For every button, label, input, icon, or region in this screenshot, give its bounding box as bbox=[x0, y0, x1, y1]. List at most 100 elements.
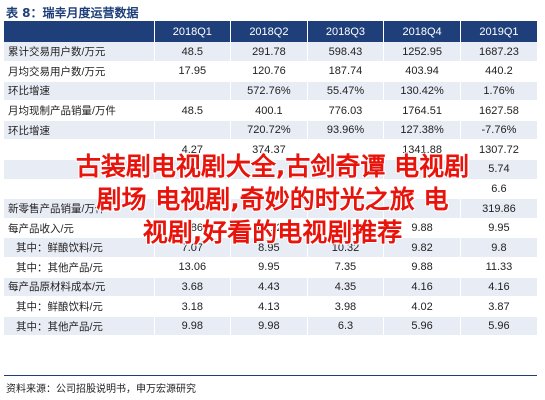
table-row: 其中：鲜酿饮料/元 7.07 8.95 10.32 9.82 9.8 bbox=[4, 237, 537, 259]
table-cell: 6.3 bbox=[306, 316, 384, 337]
table-cell: 291.78 bbox=[230, 42, 308, 63]
table-cell bbox=[153, 159, 231, 180]
table-cell: 9.98 bbox=[153, 316, 231, 337]
table-cell: 440.2 bbox=[459, 61, 537, 82]
table-row: 每产品收入/元 8.86 10.12 9.9 9.88 9.95 bbox=[4, 218, 537, 239]
table-bottom-rule bbox=[4, 375, 537, 376]
row-label: 每产品收入/元 bbox=[4, 218, 154, 239]
table-cell: 5.96 bbox=[383, 316, 461, 337]
table-row: 6.6 bbox=[4, 179, 537, 200]
table-row: 环比增速 572.76% 55.47% 130.42% 1.76% bbox=[4, 81, 537, 102]
table-row: 其中：其他产品/元 9.98 9.98 6.3 5.96 5.96 bbox=[4, 316, 537, 337]
table-row: 新零售产品销量/万件 319.86 bbox=[4, 198, 537, 219]
table-cell bbox=[383, 179, 461, 200]
row-label: 其中：鲜酿饮料/元 bbox=[4, 237, 154, 259]
table-cell: 127.38% bbox=[383, 120, 461, 141]
row-label: 其中：其他产品/元 bbox=[4, 257, 154, 278]
table-cell: 4.16 bbox=[459, 277, 537, 298]
row-label bbox=[4, 159, 154, 180]
table-cell: 319.86 bbox=[459, 198, 537, 219]
table-row: 月均交易用户数/万元 17.95 120.76 187.74 403.94 440.2 bbox=[4, 61, 537, 82]
row-label: 其中：鲜酿饮料/元 bbox=[4, 296, 154, 317]
table-cell: 130.42% bbox=[383, 81, 461, 102]
table-cell bbox=[306, 198, 384, 219]
column-header: 2018Q3 bbox=[306, 21, 384, 42]
table-cell: 4.27 bbox=[153, 139, 231, 161]
operations-table: 2018Q1 2018Q2 2018Q3 2018Q4 2019Q1 累计交易用… bbox=[4, 21, 537, 337]
table-cell: 776.03 bbox=[306, 100, 384, 121]
column-header: 2018Q4 bbox=[383, 21, 461, 42]
table-cell bbox=[153, 81, 231, 102]
table-cell: 55.47% bbox=[306, 81, 384, 102]
table-cell: 48.5 bbox=[153, 100, 231, 121]
table-cell: 1341.88 bbox=[383, 139, 461, 161]
table-cell: 120.76 bbox=[230, 61, 308, 82]
row-label bbox=[4, 179, 154, 200]
table-cell: 1252.95 bbox=[383, 42, 461, 63]
table-cell: 374.37 bbox=[230, 139, 308, 161]
table-cell: 1627.58 bbox=[459, 100, 537, 121]
table-title: 表 8：瑞幸月度运营数据 bbox=[6, 6, 139, 20]
table-cell: 10.32 bbox=[306, 237, 384, 259]
table-cell bbox=[306, 139, 384, 161]
table-cell bbox=[153, 179, 231, 200]
table-cell: 11.33 bbox=[459, 257, 537, 278]
table-cell: 13.06 bbox=[153, 257, 231, 278]
table-cell: 48.5 bbox=[153, 42, 231, 63]
table-cell bbox=[306, 179, 384, 200]
table-body: 累计交易用户数/万元 48.5 291.78 598.43 1252.95 1687.23… bbox=[4, 42, 537, 337]
table-cell bbox=[230, 179, 308, 200]
table-cell bbox=[383, 198, 461, 219]
row-label: 月均交易用户数/万元 bbox=[4, 61, 154, 82]
table-cell: 1307.72 bbox=[459, 139, 537, 161]
table-cell: 3.98 bbox=[306, 296, 384, 317]
table-cell: 4.02 bbox=[383, 296, 461, 317]
row-label: 其中：其他产品/元 bbox=[4, 316, 154, 337]
table-cell: 6.6 bbox=[459, 179, 537, 200]
table-row: 5.74 bbox=[4, 159, 537, 180]
table-cell: 4.13 bbox=[230, 296, 308, 317]
table-cell bbox=[230, 198, 308, 219]
column-header bbox=[4, 21, 154, 42]
source-note: 资料来源：公司招股说明书，申万宏源研究 bbox=[6, 384, 196, 395]
table-cell: 9.95 bbox=[459, 218, 537, 239]
table-cell: 9.95 bbox=[230, 257, 308, 278]
row-label: 累计交易用户数/万元 bbox=[4, 42, 154, 63]
table-row: 4.27 374.37 1341.88 1307.72 bbox=[4, 139, 537, 161]
table-cell: 9.82 bbox=[383, 237, 461, 259]
row-label: 环比增速 bbox=[4, 120, 154, 141]
table-row: 其中：鲜酿饮料/元 3.18 4.13 3.98 4.02 3.87 bbox=[4, 296, 537, 317]
table-cell: 9.9 bbox=[306, 218, 384, 239]
column-header: 2018Q1 bbox=[153, 21, 231, 42]
table-cell: 1764.51 bbox=[383, 100, 461, 121]
table-cell: 598.43 bbox=[306, 42, 384, 63]
table-cell: 4.35 bbox=[306, 277, 384, 298]
table-cell: 3.68 bbox=[153, 277, 231, 298]
table-row: 每产品原材料成本/元 3.68 4.43 4.35 4.16 4.16 bbox=[4, 277, 537, 298]
table-cell: 3.87 bbox=[459, 296, 537, 317]
table-cell: -7.76% bbox=[459, 120, 537, 141]
table-cell: 9.98 bbox=[230, 316, 308, 337]
table-cell: 4.43 bbox=[230, 277, 308, 298]
table-cell bbox=[153, 120, 231, 141]
table-cell bbox=[383, 159, 461, 180]
table-cell bbox=[306, 159, 384, 180]
row-label: 新零售产品销量/万件 bbox=[4, 198, 154, 219]
table-cell: 1.76% bbox=[459, 81, 537, 102]
table-cell: 3.18 bbox=[153, 296, 231, 317]
row-label bbox=[4, 139, 154, 161]
table-cell: 400.1 bbox=[230, 100, 308, 121]
table-cell bbox=[153, 198, 231, 219]
table-row: 累计交易用户数/万元 48.5 291.78 598.43 1252.95 1687.23 bbox=[4, 42, 537, 63]
table-cell: 720.72% bbox=[230, 120, 308, 141]
table-cell: 5.96 bbox=[459, 316, 537, 337]
table-cell: 5.74 bbox=[459, 159, 537, 180]
column-header: 2018Q2 bbox=[230, 21, 308, 42]
row-label: 环比增速 bbox=[4, 81, 154, 102]
table-cell bbox=[230, 159, 308, 180]
table-cell: 8.86 bbox=[153, 218, 231, 239]
table-cell: 9.88 bbox=[383, 218, 461, 239]
table-header-row: 2018Q1 2018Q2 2018Q3 2018Q4 2019Q1 bbox=[4, 21, 537, 42]
table-cell: 403.94 bbox=[383, 61, 461, 82]
